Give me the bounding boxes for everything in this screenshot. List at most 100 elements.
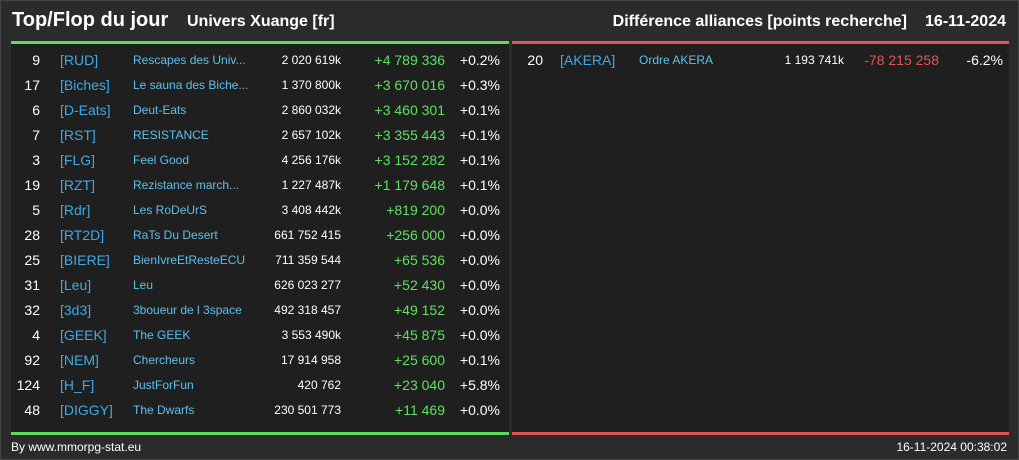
top-row: 25 [BIERE] BienIvreEtResteECU 711 359 544 +6… xyxy=(11,248,509,273)
rank-value: 28 xyxy=(24,227,40,243)
alliance-name[interactable]: RESISTANCE xyxy=(133,128,209,142)
rank-value: 17 xyxy=(24,77,40,93)
alliance-tag[interactable]: [RZT] xyxy=(60,177,95,193)
rank-value: 92 xyxy=(24,352,40,368)
diff-value: +52 430 xyxy=(394,277,445,293)
alliance-tag[interactable]: [H_F] xyxy=(60,377,95,393)
alliance-tag[interactable]: [AKERA] xyxy=(560,52,616,68)
top-row: 6 [D-Eats] Deut-Eats 2 860 032k +3 460 301 +0… xyxy=(11,98,509,123)
diff-value: +819 200 xyxy=(386,202,445,218)
diff-value: +11 469 xyxy=(395,402,445,418)
alliance-tag[interactable]: [NEM] xyxy=(60,352,99,368)
category-label: Différence alliances [points recherche] xyxy=(612,13,907,30)
percent-value: +0.1% xyxy=(459,102,500,118)
percent-value: -6.2% xyxy=(966,52,1003,68)
alliance-name[interactable]: Leu xyxy=(133,278,154,292)
diff-value: +3 670 016 xyxy=(374,77,445,93)
percent-value: +0.1% xyxy=(459,127,500,143)
alliance-name[interactable]: Le sauna des Biche... xyxy=(133,78,249,92)
top-row: 3 [FLG] Feel Good 4 256 176k +3 152 282 +0.1% xyxy=(11,148,509,173)
alliance-name[interactable]: The GEEK xyxy=(133,328,191,342)
points-value: 492 318 457 xyxy=(274,303,341,317)
top-row: 9 [RUD] Rescapes des Univ... 2 020 619k +4 7… xyxy=(11,48,509,73)
alliance-tag[interactable]: [3d3] xyxy=(60,302,92,318)
points-value: 17 914 958 xyxy=(280,353,341,367)
alliance-tag[interactable]: [FLG] xyxy=(60,152,96,168)
alliance-name[interactable]: Ordre AKERA xyxy=(639,53,714,67)
percent-value: +0.0% xyxy=(459,327,500,343)
diff-value: +3 152 282 xyxy=(374,152,445,168)
percent-value: +0.0% xyxy=(459,252,500,268)
percent-value: +0.0% xyxy=(459,277,500,293)
alliance-tag[interactable]: [RST] xyxy=(60,127,96,143)
alliance-name[interactable]: The Dwarfs xyxy=(133,403,195,417)
points-value: 2 020 619k xyxy=(281,53,341,67)
rank-value: 6 xyxy=(32,102,40,118)
alliance-tag[interactable]: [Rdr] xyxy=(60,202,91,218)
alliance-tag[interactable]: [BIERE] xyxy=(60,252,110,268)
header-date: 16-11-2024 xyxy=(925,13,1006,30)
alliance-tag[interactable]: [GEEK] xyxy=(60,327,107,343)
percent-value: +0.1% xyxy=(459,177,500,193)
percent-value: +0.0% xyxy=(459,227,500,243)
rank-value: 32 xyxy=(24,302,40,318)
top-row: 48 [DIGGY] The Dwarfs 230 501 773 +11 469 +0.… xyxy=(11,398,509,423)
rank-value: 25 xyxy=(24,252,40,268)
top-panel: 9 [RUD] Rescapes des Univ... 2 020 619k +4 7… xyxy=(11,41,509,435)
universe-label: Univers Xuange [fr] xyxy=(187,13,335,30)
alliance-name[interactable]: Les RoDeUrS xyxy=(133,203,208,217)
points-value: 2 657 102k xyxy=(281,128,341,142)
alliance-name[interactable]: Rezistance march... xyxy=(133,178,240,192)
alliance-tag[interactable]: [Leu] xyxy=(60,277,92,293)
alliance-name[interactable]: 3boueur de l 3space xyxy=(133,303,242,317)
diff-value: +3 355 443 xyxy=(374,127,445,143)
points-value: 1 193 741k xyxy=(784,53,844,67)
percent-value: +0.1% xyxy=(459,152,500,168)
rank-value: 5 xyxy=(32,202,40,218)
credit-text: By www.mmorpg-stat.eu xyxy=(11,440,142,454)
points-value: 4 256 176k xyxy=(281,153,341,167)
percent-value: +0.1% xyxy=(459,352,500,368)
points-value: 661 752 415 xyxy=(274,228,341,242)
alliance-name[interactable]: Feel Good xyxy=(133,153,190,167)
points-value: 2 860 032k xyxy=(281,103,341,117)
alliance-name[interactable]: Chercheurs xyxy=(133,353,196,367)
flop-row: 20 [AKERA] Ordre AKERA 1 193 741k -78 215 25… xyxy=(512,48,1009,73)
rank-value: 19 xyxy=(24,177,40,193)
percent-value: +0.3% xyxy=(459,77,500,93)
alliance-tag[interactable]: [RUD] xyxy=(60,52,99,68)
percent-value: +0.0% xyxy=(459,202,500,218)
points-value: 3 408 442k xyxy=(281,203,341,217)
top-row: 19 [RZT] Rezistance march... 1 227 487k +1 1… xyxy=(11,173,509,198)
header: Top/Flop du jour Univers Xuange [fr] Dif… xyxy=(1,1,1018,41)
points-value: 711 359 544 xyxy=(275,253,341,267)
points-value: 3 553 490k xyxy=(281,328,341,342)
top-row: 4 [GEEK] The GEEK 3 553 490k +45 875 +0.0% xyxy=(11,323,509,348)
alliance-tag[interactable]: [D-Eats] xyxy=(60,102,111,118)
alliance-name[interactable]: Rescapes des Univ... xyxy=(133,53,246,67)
top-row: 7 [RST] RESISTANCE 2 657 102k +3 355 443 +0.1… xyxy=(11,123,509,148)
points-value: 230 501 773 xyxy=(274,403,341,417)
diff-value: +23 040 xyxy=(394,377,445,393)
percent-value: +0.0% xyxy=(459,302,500,318)
alliance-tag[interactable]: [RT2D] xyxy=(60,227,105,243)
alliance-name[interactable]: JustForFun xyxy=(133,378,194,392)
top-row: 17 [Biches] Le sauna des Biche... 1 370 800… xyxy=(11,73,509,98)
points-value: 1 227 487k xyxy=(281,178,341,192)
page-title: Top/Flop du jour xyxy=(12,9,169,31)
flop-panel: 20 [AKERA] Ordre AKERA 1 193 741k -78 215 25… xyxy=(512,41,1009,435)
alliance-name[interactable]: BienIvreEtResteECU xyxy=(133,253,246,267)
footer-timestamp: 16-11-2024 00:38:02 xyxy=(896,440,1007,454)
alliance-name[interactable]: Deut-Eats xyxy=(133,103,187,117)
rank-value: 4 xyxy=(32,327,40,343)
alliance-tag[interactable]: [Biches] xyxy=(60,77,110,93)
diff-value: +4 789 336 xyxy=(374,52,445,68)
percent-value: +5.8% xyxy=(459,377,500,393)
alliance-name[interactable]: RaTs Du Desert xyxy=(133,228,218,242)
alliance-tag[interactable]: [DIGGY] xyxy=(60,402,113,418)
diff-value: -78 215 258 xyxy=(864,52,939,68)
rank-value: 124 xyxy=(16,377,40,393)
diff-value: +3 460 301 xyxy=(374,102,445,118)
top-row: 5 [Rdr] Les RoDeUrS 3 408 442k +819 200 +0.0% xyxy=(11,198,509,223)
